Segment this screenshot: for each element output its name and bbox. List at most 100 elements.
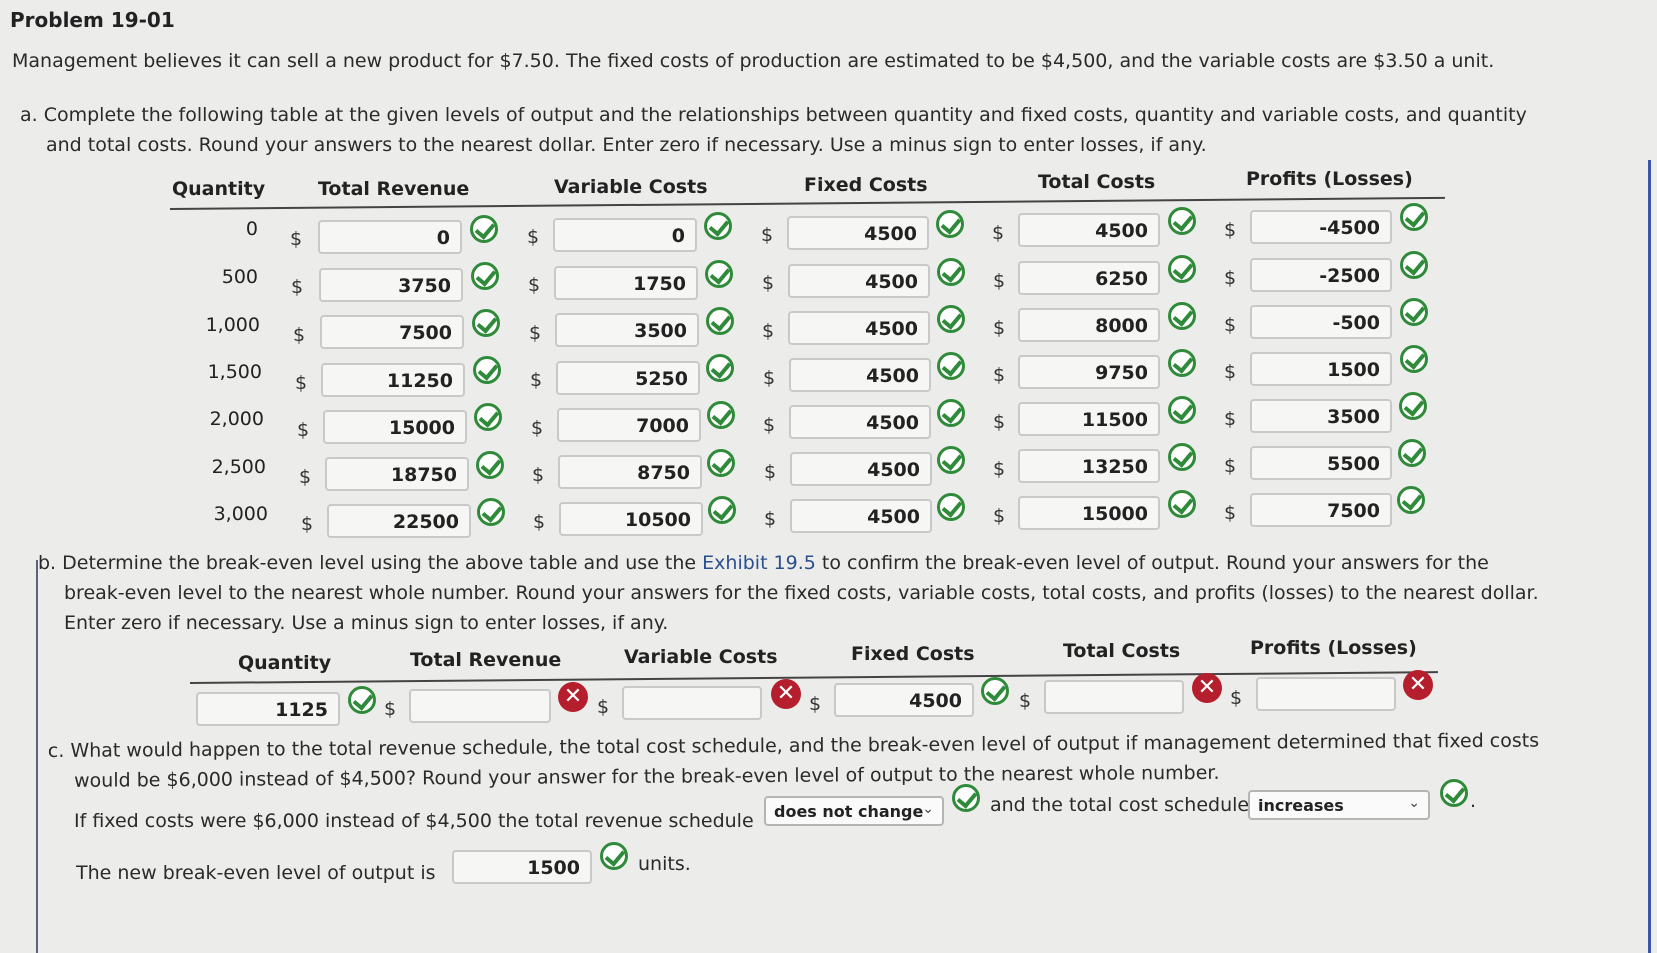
- header-variable-costs: Variable Costs: [554, 176, 708, 198]
- profits-input[interactable]: 7500: [1250, 493, 1392, 527]
- dollar-sign: $: [301, 513, 314, 535]
- cost-schedule-select[interactable]: increases ⌄: [1248, 790, 1430, 820]
- variable-costs-input[interactable]: 10500: [559, 502, 703, 536]
- dollar-sign: $: [761, 224, 774, 246]
- check-circle-icon: [936, 210, 964, 238]
- quantity-cell: 500: [221, 266, 258, 288]
- check-circle-icon: [1440, 779, 1468, 807]
- dollar-sign: $: [1224, 408, 1237, 430]
- revenue-schedule-prompt: If fixed costs were $6,000 instead of $4…: [74, 810, 754, 832]
- total-costs-input[interactable]: 15000: [1018, 496, 1160, 530]
- total-costs-input[interactable]: 11500: [1018, 402, 1160, 436]
- total-costs-input[interactable]: 4500: [1018, 213, 1160, 247]
- check-circle-icon: [937, 493, 965, 521]
- breakeven-variable-costs-input[interactable]: [622, 686, 762, 720]
- fixed-costs-input[interactable]: 4500: [789, 358, 931, 392]
- total-revenue-input[interactable]: 11250: [321, 363, 465, 397]
- new-breakeven-input[interactable]: 1500: [452, 850, 592, 884]
- total-revenue-input[interactable]: 22500: [327, 504, 471, 538]
- check-circle-icon: [708, 496, 736, 524]
- breakeven-profits-input[interactable]: [1256, 677, 1396, 711]
- breakeven-quantity-input[interactable]: 1125: [196, 692, 340, 726]
- x-circle-icon: ✕: [771, 679, 801, 709]
- dollar-sign: $: [1224, 267, 1237, 289]
- dollar-sign: $: [293, 324, 306, 346]
- check-circle-icon: [473, 356, 501, 384]
- variable-costs-input[interactable]: 5250: [556, 361, 700, 395]
- check-circle-icon: [470, 215, 498, 243]
- dollar-sign: $: [993, 505, 1006, 527]
- fixed-costs-input[interactable]: 4500: [788, 264, 930, 298]
- check-circle-icon: [1168, 443, 1196, 471]
- cost-schedule-prompt: and the total cost schedule: [990, 794, 1250, 816]
- fixed-costs-input[interactable]: 4500: [790, 499, 932, 533]
- fixed-costs-input[interactable]: 4500: [787, 216, 929, 250]
- check-circle-icon: [477, 498, 505, 526]
- variable-costs-input[interactable]: 0: [553, 218, 697, 252]
- profits-input[interactable]: -500: [1250, 305, 1392, 339]
- total-revenue-input[interactable]: 0: [318, 220, 462, 254]
- variable-costs-input[interactable]: 7000: [557, 408, 701, 442]
- dollar-sign: $: [530, 369, 543, 391]
- b-header-fixed-costs: Fixed Costs: [851, 643, 975, 665]
- dollar-sign: $: [295, 372, 308, 394]
- header-total-revenue: Total Revenue: [318, 178, 470, 200]
- dollar-sign: $: [1224, 314, 1237, 336]
- part-a-line1: a. Complete the following table at the g…: [20, 104, 1527, 126]
- check-circle-icon: [937, 399, 965, 427]
- variable-costs-input[interactable]: 3500: [555, 313, 699, 347]
- check-circle-icon: [952, 784, 980, 812]
- breakeven-fixed-costs-input[interactable]: 4500: [834, 683, 974, 717]
- total-costs-input[interactable]: 9750: [1018, 355, 1160, 389]
- breakeven-total-costs-input[interactable]: [1044, 680, 1184, 714]
- total-costs-input[interactable]: 13250: [1018, 449, 1160, 483]
- part-c-line1: c. What would happen to the total revenu…: [47, 729, 1540, 763]
- quantity-cell: 2,000: [209, 408, 264, 430]
- variable-costs-input[interactable]: 8750: [558, 455, 702, 489]
- check-circle-icon: [1399, 392, 1427, 420]
- dollar-sign: $: [597, 696, 610, 718]
- fixed-costs-input[interactable]: 4500: [789, 405, 931, 439]
- profits-input[interactable]: -4500: [1250, 210, 1392, 244]
- period: .: [1470, 790, 1477, 812]
- dollar-sign: $: [384, 698, 397, 720]
- check-circle-icon: [937, 446, 965, 474]
- revenue-schedule-value: does not change: [774, 802, 924, 821]
- profits-input[interactable]: 5500: [1250, 446, 1392, 480]
- b-header-divider: [189, 671, 1438, 684]
- fixed-costs-input[interactable]: 4500: [790, 452, 932, 486]
- breakeven-total-revenue-input[interactable]: [409, 689, 551, 723]
- profits-input[interactable]: 3500: [1250, 399, 1392, 433]
- b-header-variable-costs: Variable Costs: [624, 646, 778, 668]
- total-revenue-input[interactable]: 15000: [323, 410, 467, 444]
- variable-costs-input[interactable]: 1750: [554, 266, 698, 300]
- b-header-total-revenue: Total Revenue: [410, 649, 562, 671]
- x-circle-icon: ✕: [1403, 670, 1433, 700]
- check-circle-icon: [1400, 345, 1428, 373]
- total-revenue-input[interactable]: 3750: [319, 268, 463, 302]
- check-circle-icon: [1168, 349, 1196, 377]
- dollar-sign: $: [528, 274, 541, 296]
- profits-input[interactable]: 1500: [1250, 352, 1392, 386]
- dollar-sign: $: [532, 464, 545, 486]
- dollar-sign: $: [993, 317, 1006, 339]
- check-circle-icon: [471, 262, 499, 290]
- exhibit-link[interactable]: Exhibit 19.5: [702, 552, 816, 574]
- revenue-schedule-select[interactable]: does not change ⌄: [764, 796, 944, 826]
- dollar-sign: $: [762, 320, 775, 342]
- check-circle-icon: [981, 677, 1009, 705]
- dollar-sign: $: [1230, 687, 1243, 709]
- fixed-costs-input[interactable]: 4500: [788, 311, 930, 345]
- profits-input[interactable]: -2500: [1250, 258, 1392, 292]
- total-revenue-input[interactable]: 7500: [320, 315, 464, 349]
- check-circle-icon: [1168, 255, 1196, 283]
- total-revenue-input[interactable]: 18750: [325, 457, 469, 491]
- check-circle-icon: [474, 403, 502, 431]
- part-b-instructions: b. Determine the break-even level using …: [38, 548, 1539, 638]
- total-costs-input[interactable]: 6250: [1018, 261, 1160, 295]
- check-circle-icon: [1168, 490, 1196, 518]
- check-circle-icon: [705, 260, 733, 288]
- total-costs-input[interactable]: 8000: [1018, 308, 1160, 342]
- part-b-line2: break-even level to the nearest whole nu…: [64, 582, 1539, 604]
- right-border: [1648, 160, 1651, 953]
